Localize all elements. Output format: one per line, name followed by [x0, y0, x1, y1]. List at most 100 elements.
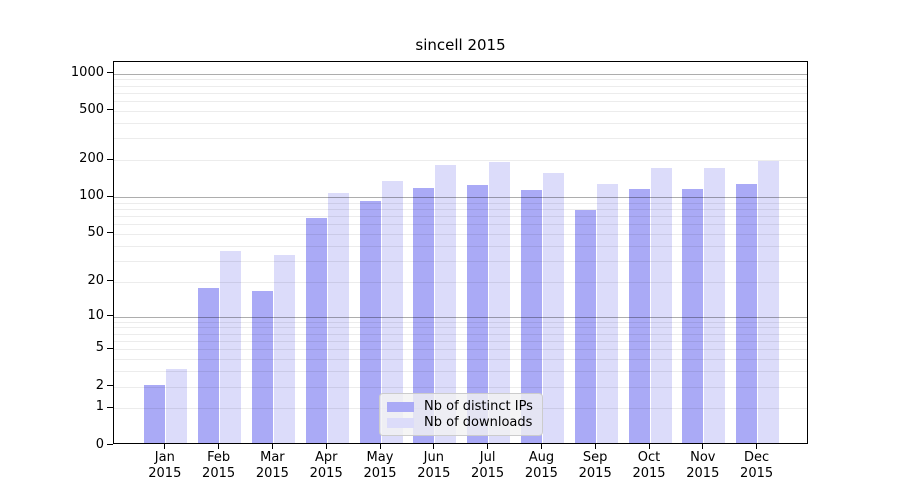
legend-swatch-ips [387, 402, 414, 412]
x-tick-label-sep: Sep 2015 [578, 450, 612, 481]
gridline-80 [114, 209, 807, 211]
y-tick-200 [107, 158, 113, 160]
gridline-4 [114, 359, 807, 361]
gridline-600 [114, 101, 807, 103]
y-tick-label-200: 200 [79, 151, 104, 167]
y-tick-label-20: 20 [87, 272, 104, 288]
y-tick-label-1000: 1000 [70, 64, 104, 80]
gridline-2 [114, 386, 807, 388]
gridline-300 [114, 138, 807, 140]
y-tick-label-5: 5 [95, 340, 104, 356]
x-tick-jun [433, 444, 435, 449]
y-tick-label-50: 50 [87, 224, 104, 240]
bar-nov-ips [682, 189, 704, 443]
bar-jan-downloads [166, 369, 188, 443]
gridline-1000 [114, 73, 807, 75]
gridline-400 [114, 122, 807, 124]
bar-sep-ips [574, 210, 596, 443]
x-tick-mar [271, 444, 273, 449]
gridline-800 [114, 85, 807, 87]
gridline-200 [114, 160, 807, 162]
gridline-5 [114, 349, 807, 351]
legend-label-downloads: Nb of downloads [424, 415, 533, 430]
gridline-20 [114, 281, 807, 283]
x-tick-may [379, 444, 381, 449]
bar-jun-downloads [435, 165, 457, 443]
bar-dec-downloads [758, 160, 780, 443]
bar-dec-ips [736, 184, 758, 443]
gridline-6 [114, 340, 807, 342]
gridline-30 [114, 260, 807, 262]
y-tick-5 [107, 347, 113, 349]
x-tick-nov [702, 444, 704, 449]
y-tick-100 [107, 195, 113, 197]
bar-apr-ips [305, 218, 327, 443]
x-tick-jul [487, 444, 489, 449]
x-tick-aug [540, 444, 542, 449]
x-tick-apr [325, 444, 327, 449]
y-tick-label-1: 1 [95, 399, 104, 415]
y-tick-label-500: 500 [79, 101, 104, 117]
x-tick-label-jan: Jan 2015 [148, 450, 182, 481]
x-tick-dec [756, 444, 758, 449]
gridline-8 [114, 327, 807, 329]
y-tick-500 [107, 109, 113, 111]
bar-sep-downloads [596, 183, 618, 443]
bar-aug-downloads [542, 172, 564, 443]
y-tick-label-100: 100 [79, 188, 104, 204]
legend: Nb of distinct IPs Nb of downloads [379, 393, 543, 436]
bar-may-downloads [381, 181, 403, 443]
y-tick-1000 [107, 72, 113, 74]
legend-label-ips: Nb of distinct IPs [424, 399, 533, 414]
gridline-10 [114, 316, 807, 318]
x-tick-label-apr: Apr 2015 [309, 450, 343, 481]
y-tick-label-0: 0 [95, 436, 104, 452]
gridline-90 [114, 202, 807, 204]
y-tick-50 [107, 232, 113, 234]
x-tick-label-jun: Jun 2015 [417, 450, 451, 481]
bar-mar-downloads [273, 255, 295, 443]
gridline-7 [114, 333, 807, 335]
x-tick-jan [164, 444, 166, 449]
gridline-60 [114, 224, 807, 226]
bar-oct-downloads [650, 168, 672, 443]
gridline-3 [114, 371, 807, 373]
bar-jan-ips [144, 384, 166, 443]
bar-apr-downloads [327, 192, 349, 443]
bar-mar-ips [251, 291, 273, 443]
x-tick-label-nov: Nov 2015 [686, 450, 720, 481]
gridlines [114, 62, 807, 443]
chart-title: sincell 2015 [415, 36, 506, 54]
bar-jun-ips [413, 187, 435, 443]
x-tick-feb [218, 444, 220, 449]
y-tick-label-10: 10 [87, 307, 104, 323]
bar-nov-downloads [704, 168, 726, 443]
y-tick-10 [107, 315, 113, 317]
gridline-50 [114, 233, 807, 235]
bar-jul-downloads [489, 162, 511, 443]
bar-aug-ips [520, 190, 542, 443]
legend-swatch-downloads [387, 418, 414, 428]
gridline-900 [114, 79, 807, 81]
legend-row-downloads: Nb of downloads [387, 416, 533, 431]
gridline-700 [114, 92, 807, 94]
bar-feb-ips [198, 288, 220, 443]
gridline-500 [114, 110, 807, 112]
bar-oct-ips [628, 189, 650, 443]
x-tick-label-mar: Mar 2015 [255, 450, 289, 481]
y-tick-label-2: 2 [95, 377, 104, 393]
gridline-40 [114, 245, 807, 247]
bar-feb-downloads [220, 250, 242, 443]
bar-may-ips [359, 200, 381, 443]
y-tick-20 [107, 280, 113, 282]
gridline-70 [114, 216, 807, 218]
x-tick-oct [648, 444, 650, 449]
x-tick-label-oct: Oct 2015 [632, 450, 666, 481]
y-tick-0 [107, 444, 113, 446]
x-tick-label-feb: Feb 2015 [202, 450, 236, 481]
y-tick-2 [107, 385, 113, 387]
x-tick-sep [594, 444, 596, 449]
x-tick-label-jul: Jul 2015 [471, 450, 505, 481]
bar-jul-ips [467, 185, 489, 443]
